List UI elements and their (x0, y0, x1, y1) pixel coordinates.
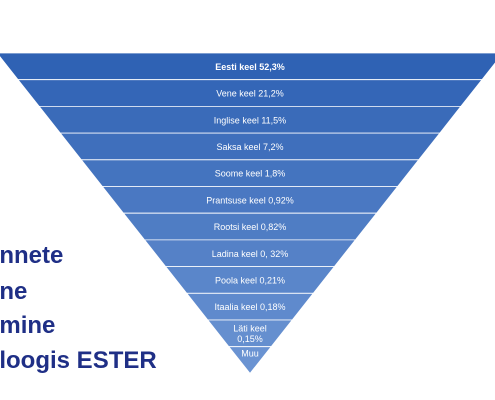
funnel-label-4: Saksa keel 7,2% (216, 142, 283, 152)
funnel-segments (0, 52, 495, 375)
funnel-segment-12 (228, 346, 272, 375)
funnel-label-10: Itaalia keel 0,18% (214, 302, 285, 312)
funnel-labels: Eesti keel 52,3% Vene keel 21,2% Inglise k… (206, 62, 294, 359)
side-title-line-2: line (0, 278, 28, 305)
funnel-label-11: Läti keel 0,15% (233, 324, 267, 345)
funnel-label-12: Muu (241, 349, 259, 359)
funnel-label-2: Vene keel 21,2% (216, 89, 284, 99)
side-title-line-4: aloogis ESTER (0, 347, 157, 374)
funnel-label-3: Inglise keel 11,5% (214, 115, 286, 125)
funnel-label-8: Ladina keel 0, 32% (212, 249, 289, 259)
funnel-label-6: Prantsuse keel 0,92% (206, 195, 294, 205)
funnel-label-7: Rootsi keel 0,82% (214, 222, 287, 232)
funnel-label-9: Poola keel 0,21% (215, 275, 285, 285)
funnel-label-1: Eesti keel 52,3% (215, 62, 285, 72)
funnel-label-5: Soome keel 1,8% (215, 169, 286, 179)
side-title-line-1: annete (0, 242, 64, 269)
